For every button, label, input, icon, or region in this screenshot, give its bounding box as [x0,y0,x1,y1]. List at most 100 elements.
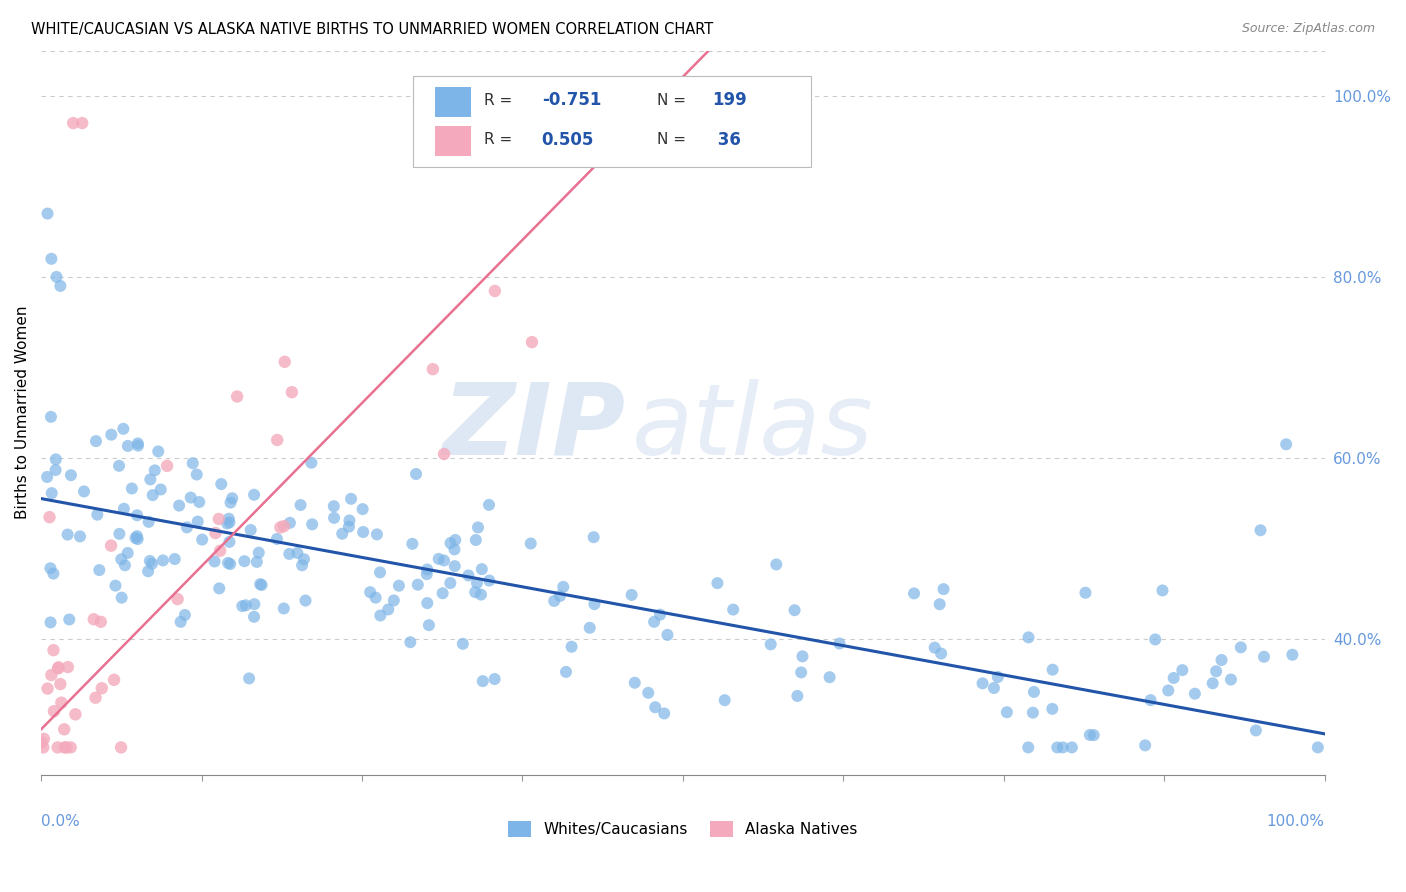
Point [204,526,226,541]
Point [706,576,728,591]
Point [465,576,488,591]
Point [170,615,193,629]
Point [1211,653,1233,667]
Text: atlas: atlas [631,378,873,475]
Point [433,553,456,567]
Point [903,586,925,600]
Point [478,498,501,512]
Point [110,552,132,566]
Point [340,491,363,506]
Point [818,670,841,684]
Point [49,677,72,691]
Point [299,456,322,470]
Point [399,635,422,649]
Point [117,439,139,453]
Point [1171,663,1194,677]
Point [543,594,565,608]
Point [53,740,76,755]
Point [443,559,465,574]
Point [464,533,486,547]
Point [1074,586,1097,600]
Point [114,558,136,573]
Point [42,704,65,718]
Text: R =: R = [484,93,512,108]
Point [45,269,67,284]
Text: ZIP: ZIP [441,378,626,475]
Point [377,602,399,616]
Point [484,284,506,298]
FancyBboxPatch shape [413,76,811,167]
Point [1052,740,1074,755]
Point [359,585,381,599]
Point [56,527,79,541]
Point [444,533,467,547]
Y-axis label: Births to Unmarried Women: Births to Unmarried Women [15,306,30,519]
Point [108,458,131,473]
Point [294,593,316,607]
Point [582,530,605,544]
Point [364,591,387,605]
Point [644,700,666,714]
Point [416,562,439,576]
Point [1152,583,1174,598]
Point [127,508,149,523]
Text: N =: N = [657,132,686,147]
Point [555,665,578,679]
Point [1163,671,1185,685]
FancyBboxPatch shape [436,87,471,117]
Point [266,433,288,447]
Point [783,603,806,617]
Point [929,647,952,661]
Point [352,524,374,539]
Point [464,585,486,599]
Point [218,516,240,530]
Point [32,731,55,746]
Point [100,427,122,442]
Point [790,665,813,680]
Point [58,612,80,626]
Point [519,536,541,550]
Point [401,537,423,551]
Point [221,491,243,506]
Point [139,472,162,486]
Point [124,531,146,545]
Point [243,597,266,611]
Point [416,567,439,582]
Point [176,520,198,534]
Point [301,517,323,532]
Point [219,495,242,509]
Point [125,529,148,543]
Point [208,582,231,596]
Point [924,640,946,655]
Point [1306,740,1329,755]
Point [31,735,53,749]
Point [39,561,62,575]
Point [37,470,59,484]
Point [42,643,65,657]
Point [233,554,256,568]
Point [62,116,84,130]
Point [156,458,179,473]
Text: 199: 199 [713,92,747,110]
Point [323,511,346,525]
Point [337,519,360,533]
Point [218,512,240,526]
Text: 100.0%: 100.0% [1267,814,1324,830]
Point [1078,728,1101,742]
Point [48,660,70,674]
Point [1018,631,1040,645]
Point [37,681,59,696]
Point [1083,728,1105,742]
Point [239,523,262,537]
Point [792,649,814,664]
Point [218,534,240,549]
Point [478,574,501,588]
Point [657,628,679,642]
Point [583,597,606,611]
Point [53,723,76,737]
Point [995,705,1018,719]
Point [83,612,105,626]
Point [416,596,439,610]
Point [56,660,79,674]
Point [39,409,62,424]
